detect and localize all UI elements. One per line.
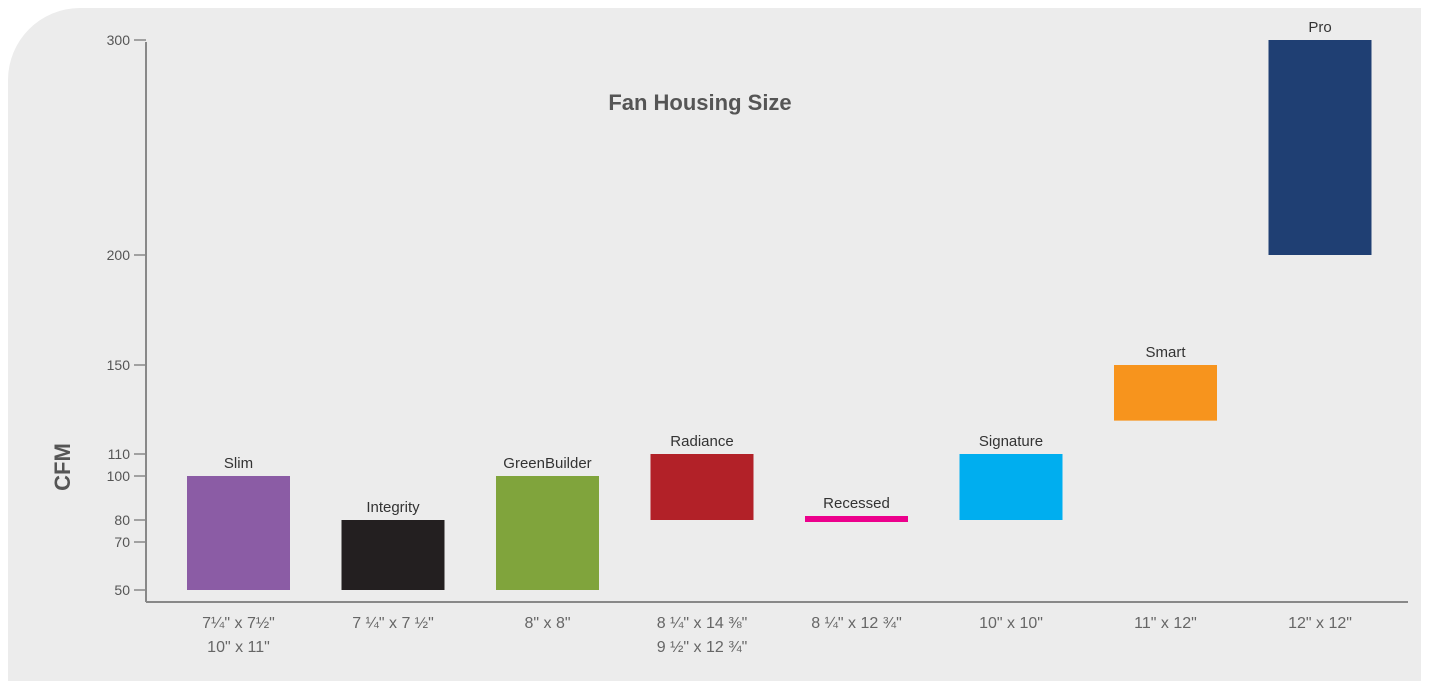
- y-tick-label: 70: [114, 534, 130, 550]
- bar-label: GreenBuilder: [503, 455, 591, 472]
- x-category-label: 10" x 11": [207, 639, 270, 656]
- bar-label: Recessed: [823, 495, 890, 512]
- y-tick-label: 110: [108, 446, 131, 462]
- bar-label: Slim: [224, 455, 253, 472]
- x-category-label: 10" x 10": [979, 615, 1043, 632]
- y-tick-label: 300: [107, 32, 131, 48]
- bar-radiance: [650, 454, 754, 520]
- bar-label: Signature: [979, 433, 1043, 450]
- y-axis-title: CFM: [50, 443, 75, 491]
- y-tick-label: 150: [107, 357, 131, 373]
- bar-greenbuilder: [496, 476, 599, 590]
- y-tick-label: 200: [107, 247, 131, 263]
- bar-integrity: [341, 520, 445, 590]
- bar-pro: [1268, 40, 1372, 255]
- bar-slim: [187, 476, 290, 590]
- x-categories: 7¼" x 7½" 10" x 11" 7 ¼" x 7 ½" 8" x 8" 8 ¼"…: [202, 615, 1352, 656]
- bar-smart: [1114, 365, 1217, 421]
- bar-label: Smart: [1145, 344, 1186, 361]
- bar-label: Integrity: [366, 499, 420, 516]
- x-category-label: 8 ¼" x 14 ⅜": [657, 615, 748, 632]
- y-tick-label: 50: [114, 582, 130, 598]
- y-tick-label: 80: [114, 512, 130, 528]
- bar-label: Pro: [1308, 19, 1331, 36]
- x-category-label: 8 ¼" x 12 ¾": [811, 615, 902, 632]
- y-ticks: 50 70 80 100 110 150 200 300: [107, 32, 146, 598]
- bars: Slim Integrity GreenBuilder Radiance Recesse…: [187, 19, 1372, 590]
- bar-signature: [959, 454, 1063, 520]
- x-category-label: 12" x 12": [1288, 615, 1352, 632]
- chart-title: Fan Housing Size: [608, 90, 791, 115]
- x-category-label: 7¼" x 7½": [202, 615, 275, 632]
- x-category-label: 11" x 12": [1134, 615, 1197, 632]
- bar-recessed: [805, 516, 908, 522]
- y-tick-label: 100: [107, 468, 131, 484]
- x-category-label: 8" x 8": [524, 615, 570, 632]
- bar-label: Radiance: [670, 433, 733, 450]
- x-category-label: 7 ¼" x 7 ½": [352, 615, 434, 632]
- x-category-label: 9 ½" x 12 ¾": [657, 639, 748, 656]
